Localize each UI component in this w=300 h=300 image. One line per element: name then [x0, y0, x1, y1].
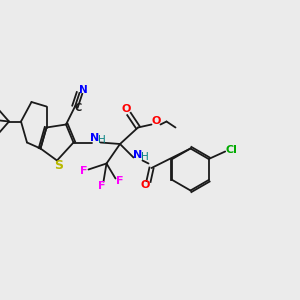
Text: O: O — [121, 104, 131, 115]
Text: F: F — [116, 176, 124, 187]
Text: F: F — [80, 166, 88, 176]
Text: O: O — [140, 180, 150, 190]
Text: S: S — [54, 159, 63, 172]
Text: O: O — [151, 116, 161, 127]
Text: N: N — [134, 149, 142, 160]
Text: N: N — [90, 133, 99, 143]
Text: H: H — [98, 135, 106, 145]
Text: Cl: Cl — [226, 145, 238, 155]
Text: H: H — [141, 152, 149, 163]
Text: C: C — [74, 103, 82, 113]
Text: F: F — [98, 181, 106, 191]
Text: N: N — [79, 85, 88, 95]
